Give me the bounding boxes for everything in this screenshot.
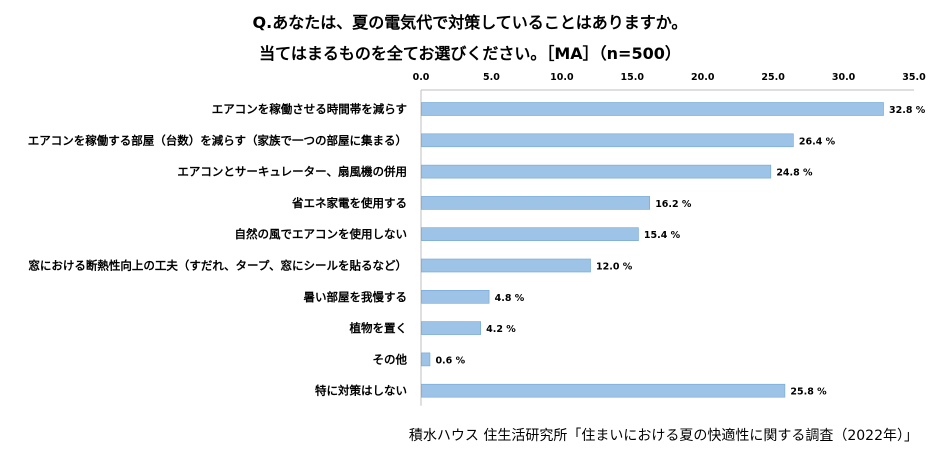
bar	[421, 133, 794, 148]
x-tick-label: 30.0	[832, 72, 856, 83]
value-label: 16.2 %	[655, 199, 692, 210]
value-label: 0.6 %	[435, 355, 465, 366]
bar	[421, 258, 591, 273]
bar	[421, 383, 786, 398]
x-tick-label: 25.0	[761, 72, 785, 83]
source-credit: 積水ハウス 住生活研究所「住まいにおける夏の快適性に関する調査（2022年）」	[408, 428, 918, 444]
bar	[421, 196, 650, 210]
category-label: 特に対策はしない	[315, 384, 407, 398]
value-label: 24.8 %	[776, 168, 813, 179]
category-label: エアコンとサーキュレーター、扇風機の併用	[177, 165, 407, 179]
category-label: エアコンを稼働する部屋（台数）を減らす（家族で一つの部屋に集まる）	[28, 133, 407, 147]
x-tick-label: 35.0	[902, 72, 926, 83]
value-label: 4.2 %	[486, 324, 516, 335]
category-label: エアコンを稼働させる時間帯を減らす	[212, 102, 407, 116]
category-label: 植物を置く	[349, 321, 408, 335]
bar	[421, 289, 490, 304]
value-label: 25.8 %	[790, 387, 827, 398]
value-label: 32.8 %	[889, 105, 926, 116]
chart-title-line-1: Q.あなたは、夏の電気代で対策していることはありますか。	[252, 13, 688, 32]
x-tick-label: 5.0	[483, 72, 500, 83]
value-label: 15.4 %	[644, 230, 681, 241]
bar	[421, 321, 481, 335]
category-label: 自然の風でエアコンを使用しない	[235, 227, 408, 241]
value-label: 26.4 %	[799, 136, 836, 147]
x-tick-label: 0.0	[413, 72, 430, 83]
value-label: 4.8 %	[495, 293, 525, 304]
category-label: その他	[373, 352, 408, 366]
bar	[421, 164, 772, 179]
category-label: 省エネ家電を使用する	[291, 196, 407, 210]
x-tick-label: 20.0	[691, 72, 715, 83]
category-label: 窓における断熱性向上の工夫（すだれ、タープ、窓にシールを貼るなど）	[28, 259, 407, 273]
category-label: 暑い部屋を我慢する	[303, 290, 408, 304]
chart-title-line-2: 当てはまるものを全てお選びください。［MA］（n=500）	[259, 44, 681, 63]
bar	[421, 102, 884, 116]
x-tick-label: 15.0	[621, 72, 645, 83]
value-label: 12.0 %	[596, 262, 633, 273]
bar	[421, 352, 431, 367]
x-tick-label: 10.0	[550, 72, 574, 83]
bar	[421, 227, 639, 241]
